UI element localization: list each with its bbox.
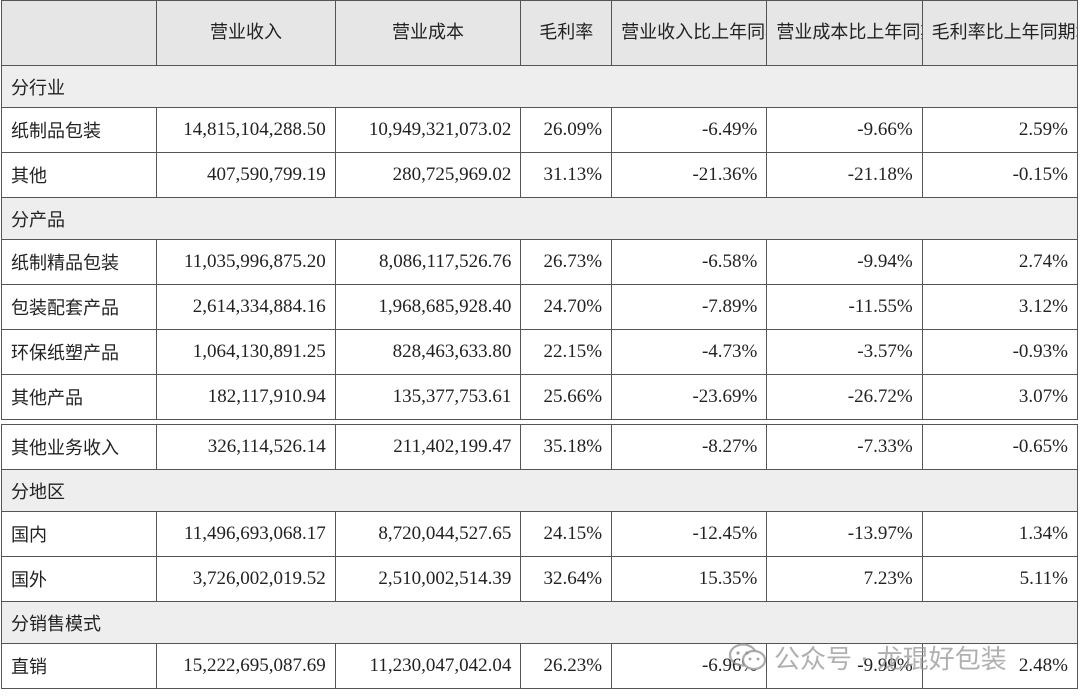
value-cell: 1.34% — [921, 511, 1079, 557]
table-row: 纸制品包装 14,815,104,288.50 10,949,321,073.02 2… — [0, 107, 1079, 153]
header-cell-cost: 营业成本 — [334, 0, 522, 66]
value-cell: 211,402,199.47 — [334, 424, 522, 470]
value-cell: -3.57% — [766, 329, 923, 375]
section-row: 分地区 — [1, 469, 1078, 512]
table-row: 其他业务收入 326,114,526.14 211,402,199.47 35.18%… — [0, 424, 1079, 470]
value-cell: 326,114,526.14 — [156, 424, 336, 470]
header-cell-revenue-yoy: 营业收入比上年同期增减 — [611, 0, 768, 66]
value-cell: -11.55% — [766, 284, 923, 330]
value-cell: -0.65% — [921, 424, 1079, 470]
section-label: 分行业 — [1, 65, 1078, 108]
value-cell: 407,590,799.19 — [156, 152, 336, 198]
value-cell: -8.27% — [611, 424, 768, 470]
value-cell: 25.66% — [520, 374, 613, 420]
section-label: 分产品 — [1, 197, 1078, 240]
value-cell: 2,510,002,514.39 — [334, 556, 522, 602]
value-cell: 24.15% — [520, 511, 613, 557]
row-label-cell: 环保纸塑产品 — [0, 329, 158, 375]
header-cell-gross-margin: 毛利率 — [520, 0, 613, 66]
value-cell: 11,035,996,875.20 — [156, 239, 336, 285]
value-cell: 8,720,044,527.65 — [334, 511, 522, 557]
value-cell: 14,815,104,288.50 — [156, 107, 336, 153]
value-cell: 2,614,334,884.16 — [156, 284, 336, 330]
row-label-cell: 其他产品 — [0, 374, 158, 420]
value-cell: 3,726,002,019.52 — [156, 556, 336, 602]
value-cell: 2.59% — [921, 107, 1079, 153]
row-label-cell: 纸制精品包装 — [0, 239, 158, 285]
value-cell: 3.07% — [921, 374, 1079, 420]
value-cell: 1,968,685,928.40 — [334, 284, 522, 330]
value-cell: 182,117,910.94 — [156, 374, 336, 420]
value-cell: -7.89% — [611, 284, 768, 330]
table-row: 其他产品 182,117,910.94 135,377,753.61 25.66% -2… — [0, 374, 1079, 420]
table-row: 国外 3,726,002,019.52 2,510,002,514.39 32.64%… — [0, 556, 1079, 602]
value-cell: -9.66% — [766, 107, 923, 153]
value-cell: 280,725,969.02 — [334, 152, 522, 198]
value-cell: -9.94% — [766, 239, 923, 285]
section-row: 分产品 — [1, 197, 1078, 240]
value-cell: 135,377,753.61 — [334, 374, 522, 420]
header-cell-revenue: 营业收入 — [156, 0, 336, 66]
value-cell: 26.09% — [520, 107, 613, 153]
value-cell: -6.58% — [611, 239, 768, 285]
wechat-icon — [728, 643, 767, 671]
value-cell: 24.70% — [520, 284, 613, 330]
value-cell: 11,496,693,068.17 — [156, 511, 336, 557]
value-cell: 31.13% — [520, 152, 613, 198]
value-cell: -0.15% — [921, 152, 1079, 198]
value-cell: -13.97% — [766, 511, 923, 557]
table-row: 直销 15,222,695,087.69 11,230,047,042.04 26.2… — [0, 643, 1079, 689]
value-cell: 828,463,633.80 — [334, 329, 522, 375]
value-cell: -12.45% — [611, 511, 768, 557]
value-cell: -26.72% — [766, 374, 923, 420]
value-cell: 35.18% — [520, 424, 613, 470]
value-cell: 2.48% — [921, 643, 1079, 689]
value-cell: 32.64% — [520, 556, 613, 602]
value-cell: 1,064,130,891.25 — [156, 329, 336, 375]
row-label-cell: 其他 — [0, 152, 158, 198]
value-cell: -21.36% — [611, 152, 768, 198]
value-cell: -0.93% — [921, 329, 1079, 375]
row-label-cell: 国内 — [0, 511, 158, 557]
header-row: 营业收入 营业成本 毛利率 营业收入比上年同期增减 营业成本比上年同期增减 毛利… — [0, 0, 1079, 66]
value-cell: -6.49% — [611, 107, 768, 153]
table-body: 分行业 纸制品包装 14,815,104,288.50 10,949,321,073.… — [0, 65, 1079, 689]
value-cell: -4.73% — [611, 329, 768, 375]
header-cell-margin-yoy: 毛利率比上年同期增减 — [921, 0, 1079, 66]
table-header: 营业收入 营业成本 毛利率 营业收入比上年同期增减 营业成本比上年同期增减 毛利… — [0, 0, 1079, 66]
section-row: 分行业 — [1, 65, 1078, 108]
value-cell: 15.35% — [611, 556, 768, 602]
value-cell: -21.18% — [766, 152, 923, 198]
table-row: 环保纸塑产品 1,064,130,891.25 828,463,633.80 22.1… — [0, 329, 1079, 375]
value-cell: 26.23% — [520, 643, 613, 689]
table-row: 纸制精品包装 11,035,996,875.20 8,086,117,526.76 2… — [0, 239, 1079, 285]
header-cell-cost-yoy: 营业成本比上年同期增减 — [766, 0, 923, 66]
value-cell: 11,230,047,042.04 — [334, 643, 522, 689]
value-cell: -9.99% — [766, 643, 923, 689]
value-cell: -7.33% — [766, 424, 923, 470]
table-row: 包装配套产品 2,614,334,884.16 1,968,685,928.40 24… — [0, 284, 1079, 330]
value-cell: 22.15% — [520, 329, 613, 375]
watermark: 公众号 · 龙琨好包装 — [728, 638, 1007, 676]
value-cell: 26.73% — [520, 239, 613, 285]
value-cell: 2.74% — [921, 239, 1079, 285]
value-cell: 15,222,695,087.69 — [156, 643, 336, 689]
value-cell: 10,949,321,073.02 — [334, 107, 522, 153]
row-label-cell: 包装配套产品 — [0, 284, 158, 330]
value-cell: 7.23% — [766, 556, 923, 602]
table-row: 国内 11,496,693,068.17 8,720,044,527.65 24.15… — [0, 511, 1079, 557]
row-label-cell: 国外 — [0, 556, 158, 602]
value-cell: 8,086,117,526.76 — [334, 239, 522, 285]
row-label-cell: 其他业务收入 — [0, 424, 158, 470]
value-cell: 5.11% — [921, 556, 1079, 602]
header-cell-corner — [0, 0, 158, 66]
table-row: 其他 407,590,799.19 280,725,969.02 31.13% -21.… — [0, 152, 1079, 198]
section-label: 分地区 — [1, 469, 1078, 512]
watermark-text: 公众号 · 龙琨好包装 — [774, 644, 1007, 675]
row-label-cell: 直销 — [0, 643, 158, 689]
value-cell: 3.12% — [921, 284, 1079, 330]
row-label-cell: 纸制品包装 — [0, 107, 158, 153]
value-cell: -23.69% — [611, 374, 768, 420]
